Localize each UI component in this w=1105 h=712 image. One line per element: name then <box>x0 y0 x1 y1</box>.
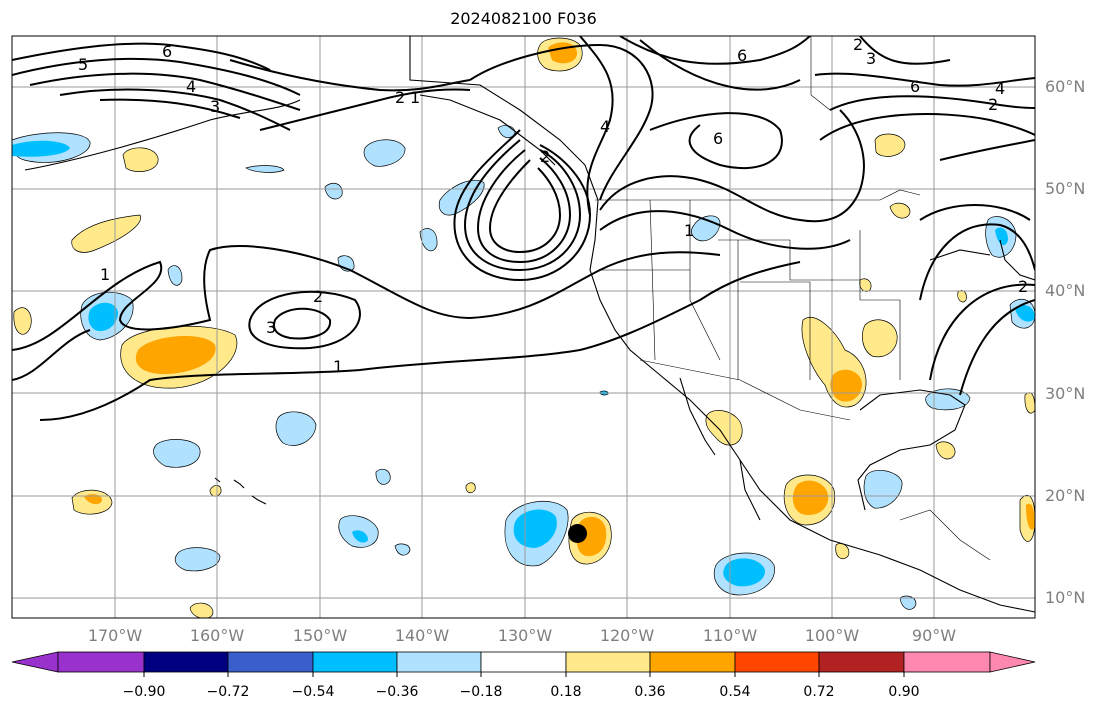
contour-label: 6 <box>162 42 172 61</box>
lat-label: 50°N <box>1045 179 1086 198</box>
contour-label: 4 <box>186 77 196 96</box>
colorbar-segment <box>903 651 991 673</box>
contour-label: 3 <box>210 97 220 116</box>
colorbar-tick-label: −0.72 <box>206 684 250 700</box>
contour-label: 3 <box>866 49 876 68</box>
contour-label: 6 <box>737 46 747 65</box>
colorbar-segment <box>649 651 736 673</box>
contour-label: 2 <box>988 95 998 114</box>
lat-label: 30°N <box>1045 384 1086 403</box>
map-title: 2024082100 F036 <box>450 9 597 28</box>
graticule <box>12 36 1035 618</box>
colorbar-segment <box>57 651 145 673</box>
contour-label: 4 <box>995 79 1005 98</box>
lon-label: 170°W <box>87 626 143 645</box>
contour-label: 2 <box>313 287 323 306</box>
contour-lines <box>12 36 1035 421</box>
contour-label-layer: 5 6 4 3 2 1 2 6 4 6 2 3 6 2 4 1 2 3 1 1 … <box>78 35 1028 376</box>
contour-label: 6 <box>910 77 920 96</box>
colorbar-segment <box>565 651 651 673</box>
coastlines <box>24 36 1035 613</box>
colorbar <box>11 651 1036 677</box>
lon-label: 160°W <box>189 626 245 645</box>
colorbar-segment <box>818 651 905 673</box>
contour-label: 2 <box>1018 277 1028 296</box>
colorbar-segment <box>143 651 229 673</box>
lon-label: 140°W <box>394 626 450 645</box>
contour-label: 2 <box>395 88 405 107</box>
colorbar-tick-label: −0.18 <box>459 684 503 700</box>
colorbar-tick-label: −0.36 <box>375 684 419 700</box>
colorbar-segment <box>312 651 398 673</box>
colorbar-tick-label: 0.54 <box>719 684 751 700</box>
lon-label: 130°W <box>497 626 553 645</box>
anomaly-shading <box>12 37 1035 618</box>
colorbar-segment <box>396 651 482 673</box>
colorbar-segment <box>989 651 1036 673</box>
contour-label: 4 <box>600 117 610 136</box>
contour-label: 2 <box>853 35 863 54</box>
contour-label: 5 <box>78 55 88 74</box>
contour-label: 1 <box>684 221 694 240</box>
colorbar-segment <box>480 651 567 673</box>
map-frame <box>11 35 1036 619</box>
colorbar-tick-label: 0.18 <box>550 684 582 700</box>
lon-label: 150°W <box>292 626 348 645</box>
contour-label: 6 <box>713 129 723 148</box>
contour-label: 1 <box>410 88 420 107</box>
contour-label: 3 <box>266 318 276 337</box>
colorbar-tick-label: −0.90 <box>122 684 166 700</box>
colorbar-segment <box>11 651 59 673</box>
lat-label: 10°N <box>1045 588 1086 607</box>
lon-label: 110°W <box>702 626 758 645</box>
colorbar-segment <box>734 651 820 673</box>
lat-label: 60°N <box>1045 77 1086 96</box>
contour-label: 1 <box>100 265 110 284</box>
contour-label: 2 <box>540 147 550 166</box>
colorbar-tick-label: 0.36 <box>634 684 666 700</box>
contour-label: 1 <box>333 357 343 376</box>
lon-label: 120°W <box>599 626 655 645</box>
colorbar-tick-label: −0.54 <box>291 684 335 700</box>
location-marker <box>568 524 587 543</box>
lon-label: 100°W <box>804 626 860 645</box>
lat-label: 20°N <box>1045 486 1086 505</box>
lat-label: 40°N <box>1045 281 1086 300</box>
colorbar-tick-label: 0.72 <box>803 684 835 700</box>
colorbar-segment <box>227 651 314 673</box>
colorbar-tick-label: 0.90 <box>888 684 920 700</box>
lon-label: 90°W <box>911 626 957 645</box>
